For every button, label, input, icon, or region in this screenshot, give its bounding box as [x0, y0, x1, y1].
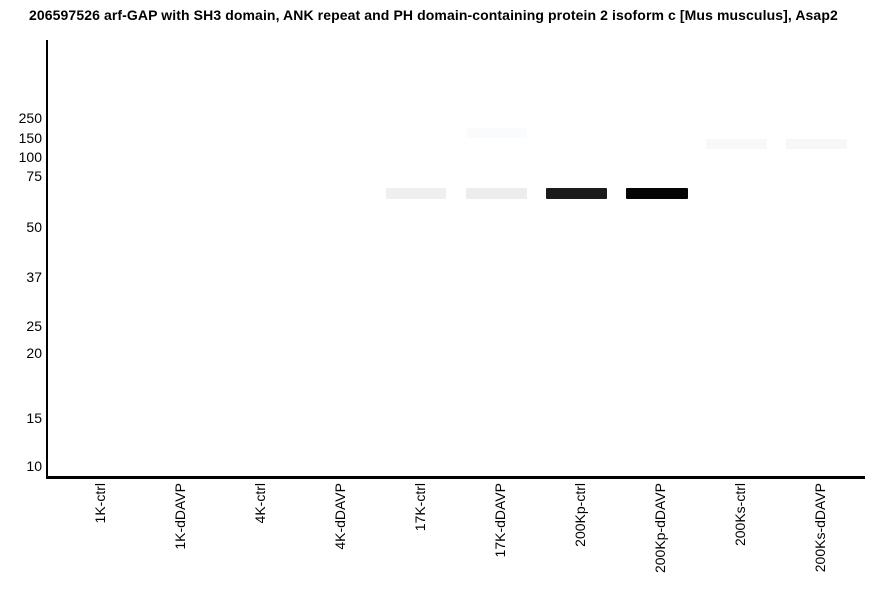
mw-marker-label: 37 [26, 269, 42, 285]
lane-label: 200Ks-dDAVP [812, 483, 828, 573]
mw-marker-label: 10 [26, 458, 42, 474]
mw-marker-label: 15 [26, 410, 42, 426]
lane-label: 4K-ctrl [252, 483, 268, 524]
protein-band [386, 187, 446, 199]
protein-band [626, 187, 688, 199]
x-axis-line [46, 476, 865, 479]
mw-marker-label: 25 [26, 318, 42, 334]
mw-marker-label: 150 [18, 130, 42, 146]
mw-marker-label: 20 [26, 345, 42, 361]
protein-band [545, 187, 607, 199]
lane-label: 1K-dDAVP [172, 483, 188, 550]
mw-marker-label: 250 [18, 110, 42, 126]
mw-marker-label: 100 [18, 149, 42, 165]
lane-label: 4K-dDAVP [332, 483, 348, 550]
y-axis-line [46, 40, 48, 479]
lane-label: 200Ks-ctrl [732, 483, 748, 547]
mw-marker-label: 75 [26, 168, 42, 184]
lane-label: 17K-dDAVP [492, 483, 508, 558]
figure-title: 206597526 arf-GAP with SH3 domain, ANK r… [29, 7, 838, 23]
lane-label: 17K-ctrl [412, 483, 428, 532]
lane-label: 200Kp-dDAVP [652, 483, 668, 574]
mw-marker-label: 50 [26, 219, 42, 235]
protein-band [465, 128, 527, 138]
protein-band [785, 139, 847, 149]
protein-band [465, 187, 527, 199]
protein-band [705, 139, 767, 149]
lane-label: 1K-ctrl [92, 483, 108, 524]
lane-label: 200Kp-ctrl [572, 483, 588, 547]
